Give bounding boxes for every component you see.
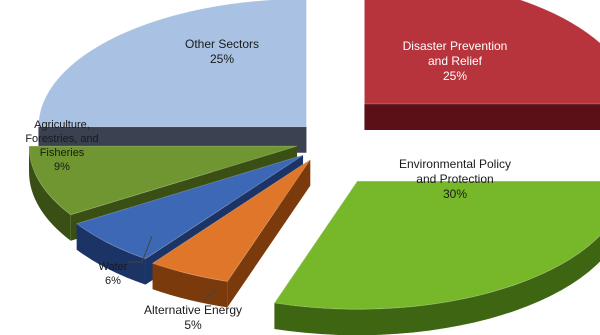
slice-rim-agriculture-forestries-and-fisheries [29,146,71,241]
slice-rim-water [76,223,146,285]
slice-top-disaster-prevention-and-relief [364,0,600,105]
label-disaster-prevention-and-relief: Disaster Prevention and Relief 25% [403,39,508,83]
slice-rim-environmental-policy-and-protection [274,235,600,335]
slice-disaster-prevention-and-relief [364,0,600,130]
label-agriculture-forestries-and-fisheries: Agriculture, Forestries, and Fisheries 9% [25,119,98,173]
label-text-water: Water [99,261,128,273]
label-text-environmental-policy-and-protection: and Protection [416,172,493,186]
slice-top-agriculture-forestries-and-fisheries [28,145,298,216]
label-text-agriculture-forestries-and-fisheries: Fisheries [40,147,85,159]
pie-slices [28,0,600,335]
slice-top-water [75,154,304,260]
slice-wall-disaster-prevention-and-relief-1 [364,103,600,130]
label-value-disaster-prevention-and-relief: 25% [443,69,467,83]
label-text-agriculture-forestries-and-fisheries: Agriculture, [34,119,90,131]
label-value-agriculture-forestries-and-fisheries: 9% [54,161,70,173]
slice-top-alternative-energy [151,159,311,282]
label-text-agriculture-forestries-and-fisheries: Forestries, and [25,133,98,145]
label-other-sectors: Other Sectors 25% [185,37,259,66]
label-text-other-sectors: Other Sectors [185,37,259,51]
label-alternative-energy: Alternative Energy 5% [144,303,242,332]
label-text-alternative-energy: Alternative Energy [144,303,242,317]
pie-labels: Disaster Prevention and Relief 25%Environm… [25,37,511,332]
label-value-other-sectors: 25% [210,52,234,66]
slice-top-environmental-policy-and-protection [273,180,600,310]
label-value-environmental-policy-and-protection: 30% [443,187,467,201]
label-value-water: 6% [105,275,121,287]
label-water: Water 6% [99,261,128,287]
leader-line-alternative-energy [204,289,216,301]
label-text-disaster-prevention-and-relief: Disaster Prevention [403,39,508,53]
label-value-alternative-energy: 5% [184,318,202,332]
label-text-environmental-policy-and-protection: Environmental Policy [399,157,511,171]
label-text-disaster-prevention-and-relief: and Relief [428,54,483,68]
label-environmental-policy-and-protection: Environmental Policy and Protection 30% [399,157,511,201]
leader-line-water [128,235,153,263]
slice-top-other-sectors [38,0,307,128]
slice-environmental-policy-and-protection [273,180,600,335]
